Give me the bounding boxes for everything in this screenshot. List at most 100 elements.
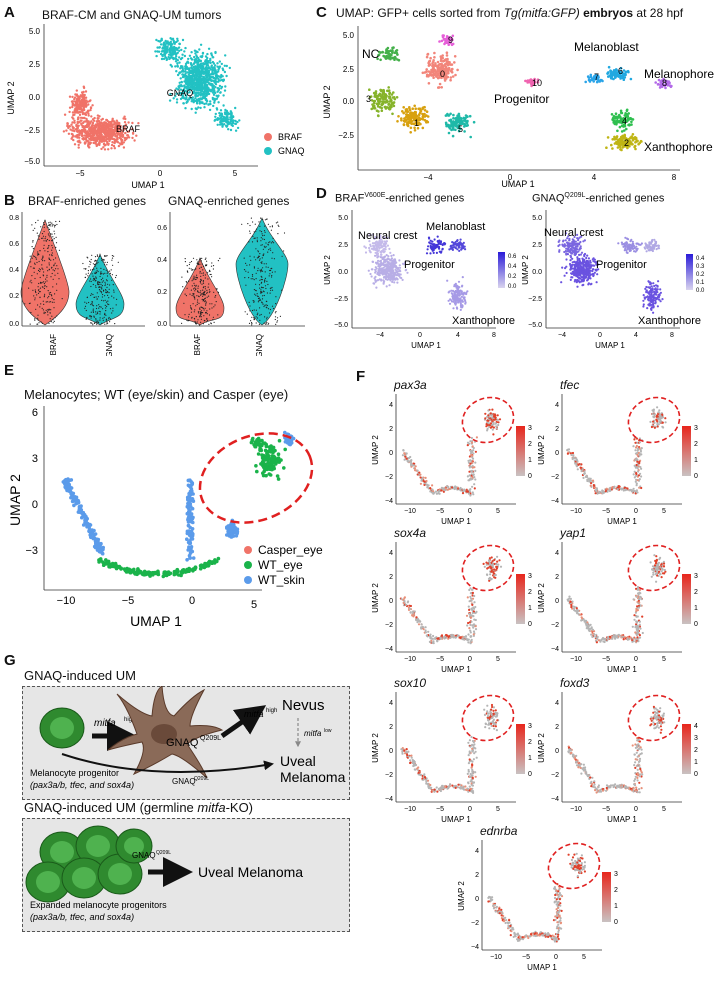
violin-jitter-point bbox=[50, 301, 52, 303]
c-cell bbox=[463, 130, 466, 133]
gnaq-cell bbox=[214, 86, 217, 89]
violin-jitter-point bbox=[202, 295, 204, 297]
c-cell bbox=[404, 118, 407, 122]
d-cell bbox=[385, 240, 388, 243]
c-cell bbox=[619, 66, 623, 70]
c-cell bbox=[423, 109, 427, 112]
d-cell bbox=[382, 250, 385, 254]
violin-jitter-point bbox=[184, 261, 186, 263]
c-cell bbox=[390, 50, 394, 53]
violin-jitter-point bbox=[187, 316, 190, 318]
c-ytick: 0.0 bbox=[343, 97, 355, 106]
gnaq-cell bbox=[174, 60, 178, 63]
gnaq-cell bbox=[231, 119, 234, 123]
gnaq-cell bbox=[203, 106, 206, 109]
d-cell bbox=[437, 245, 441, 248]
gnaq-cell bbox=[217, 94, 220, 97]
d-cell bbox=[373, 277, 376, 280]
violin-jitter-point bbox=[263, 230, 266, 232]
violin-jitter-point bbox=[101, 299, 103, 301]
violin-jitter-point bbox=[38, 268, 41, 270]
violin-jitter-point bbox=[208, 314, 211, 316]
violin-jitter-point bbox=[275, 296, 277, 298]
violin-jitter-point bbox=[258, 284, 261, 286]
violin-jitter-point bbox=[55, 257, 57, 259]
violin-jitter-point bbox=[186, 282, 188, 284]
braf-cell bbox=[101, 130, 105, 133]
violin-jitter-point bbox=[54, 274, 56, 276]
a-xlabel: UMAP 1 bbox=[131, 180, 164, 190]
violin-jitter-point bbox=[181, 322, 183, 324]
braf-cell bbox=[125, 136, 129, 139]
violin-jitter-point bbox=[214, 296, 216, 298]
braf-cell bbox=[110, 147, 113, 150]
d-cell bbox=[374, 248, 377, 251]
violin-jitter-point bbox=[92, 263, 94, 265]
violin-jitter-point bbox=[200, 321, 202, 323]
c-cell bbox=[413, 104, 416, 108]
c-cell bbox=[440, 39, 444, 43]
d-cell bbox=[560, 281, 563, 284]
violin-jitter-point bbox=[281, 255, 283, 257]
violin-jitter-point bbox=[98, 310, 100, 312]
d-cell bbox=[434, 247, 437, 250]
braf-cell bbox=[107, 148, 110, 151]
violin-jitter-point bbox=[90, 293, 93, 295]
violin-jitter-point bbox=[38, 254, 40, 256]
d-cell bbox=[379, 246, 383, 249]
violin-jitter-point bbox=[93, 315, 95, 317]
violin-jitter-point bbox=[281, 289, 283, 291]
d-cell bbox=[388, 276, 392, 279]
violin-jitter-point bbox=[87, 272, 89, 274]
violin-jitter-point bbox=[24, 303, 26, 305]
violin-jitter-point bbox=[268, 275, 270, 277]
violin-jitter-point bbox=[217, 314, 219, 316]
gnaq-cell bbox=[209, 68, 213, 71]
gnaq-cell bbox=[184, 70, 187, 73]
braf-cell bbox=[117, 123, 120, 126]
d-cell bbox=[458, 249, 461, 252]
violin-jitter-point bbox=[199, 258, 201, 260]
violin-jitter-point bbox=[261, 261, 263, 263]
violin-jitter-point bbox=[188, 313, 190, 315]
braf-cell bbox=[63, 113, 67, 116]
violin-jitter-point bbox=[85, 309, 87, 312]
gnaq-cell bbox=[184, 62, 188, 66]
violin-jitter-point bbox=[94, 272, 96, 274]
violin-jitter-point bbox=[214, 304, 216, 306]
violin-jitter-point bbox=[200, 316, 202, 318]
gnaq-cell bbox=[174, 65, 177, 68]
gnaq-cell bbox=[176, 73, 180, 77]
braf-cell bbox=[71, 105, 74, 109]
violin-jitter-point bbox=[48, 292, 50, 294]
d-cell bbox=[450, 244, 453, 247]
c-cell bbox=[619, 76, 622, 80]
violin-jitter-point bbox=[266, 304, 268, 307]
c-cell bbox=[465, 121, 468, 124]
c-cell bbox=[426, 120, 430, 124]
gnaq-cell bbox=[236, 126, 240, 130]
d-cell bbox=[372, 242, 375, 245]
violin-jitter-point bbox=[107, 300, 109, 302]
d-cell bbox=[455, 306, 458, 309]
gnaq-cell bbox=[168, 56, 172, 60]
d-cell bbox=[453, 242, 456, 245]
braf-cell bbox=[87, 103, 90, 106]
violin-jitter-point bbox=[115, 274, 117, 277]
braf-cell bbox=[91, 129, 95, 132]
violin-jitter-point bbox=[210, 265, 213, 267]
violin-jitter-point bbox=[36, 232, 38, 234]
c-cell bbox=[445, 35, 449, 38]
gnaq-cell bbox=[197, 69, 200, 72]
d-cell bbox=[447, 291, 450, 294]
violin-jitter-point bbox=[190, 307, 192, 309]
braf-cell bbox=[104, 139, 107, 142]
violin-jitter-point bbox=[267, 308, 270, 310]
violin-jitter-point bbox=[253, 279, 255, 281]
braf-cell bbox=[89, 108, 92, 112]
violin-jitter-point bbox=[270, 229, 272, 231]
braf-cell bbox=[73, 110, 77, 113]
violin-braf bbox=[20, 219, 70, 326]
d-cell bbox=[383, 275, 386, 278]
c-cell bbox=[624, 112, 627, 115]
